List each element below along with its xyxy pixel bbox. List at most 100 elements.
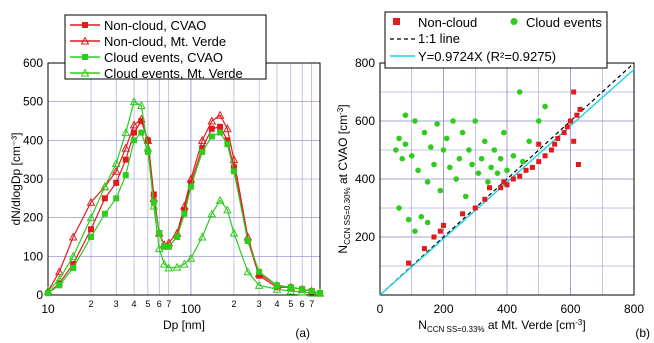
panel-a-data-point xyxy=(149,201,159,210)
panel-a-data-point xyxy=(143,143,153,152)
panel-b-data-point xyxy=(482,196,488,202)
panel-a-data-point xyxy=(156,230,163,237)
panel-b-data-point xyxy=(523,167,529,173)
panel-b-data-point xyxy=(440,147,447,153)
panel-b-y-tick-label: 800 xyxy=(355,56,375,70)
panel-a-x-minor-tick-label: 3 xyxy=(257,299,262,309)
panel-b-legend-swatch xyxy=(510,18,518,25)
panel-b-data-point xyxy=(402,112,409,118)
panel-a-x-tick-label: 100 xyxy=(181,302,201,316)
panel-a-data-point xyxy=(122,156,129,163)
panel-a-data-point xyxy=(223,124,232,133)
panel-b-label: (b) xyxy=(635,326,650,340)
panel-b-grid xyxy=(380,63,634,295)
panel-a-data-point xyxy=(43,286,53,295)
panel-b-y-tick-labels: 200 400 600 800 xyxy=(355,56,375,244)
panel-b-data-point xyxy=(434,121,440,127)
panel-b-data-point xyxy=(510,176,516,182)
panel-b-data-point xyxy=(542,103,548,110)
panel-b-y-tick-label: 200 xyxy=(355,230,375,244)
panel-a-data-point xyxy=(111,166,121,175)
panel-b-data-point xyxy=(568,118,573,124)
panel-b-y-tick-label: 400 xyxy=(355,172,375,186)
panel-a-data-point xyxy=(208,133,215,140)
panel-b-legend-swatch xyxy=(393,18,400,25)
panel-a-y-tick-label: 500 xyxy=(23,95,43,109)
panel-b-x-tick-label: 400 xyxy=(497,302,517,316)
panel-b-data-point xyxy=(396,135,402,142)
panel-a-data-point xyxy=(181,206,188,213)
panel-b-data-point xyxy=(485,179,491,185)
panel-a-data-point xyxy=(129,97,139,106)
panel-b-data-point xyxy=(466,147,472,153)
panel-a-data-point xyxy=(113,195,120,202)
panel-b-data-point xyxy=(504,167,510,174)
panel-b-y-axis-label: NCCN SS=0.30% at CVAO [cm-3] xyxy=(336,104,352,253)
panel-a-y-tick-label: 600 xyxy=(23,56,43,70)
panel-a-data-point xyxy=(244,237,251,244)
panel-b-data-point xyxy=(555,135,561,141)
panel-a-data-point xyxy=(215,195,225,204)
panel-a-data-point xyxy=(88,234,95,240)
panel-b-series-1 xyxy=(393,89,548,234)
panel-b-data-point xyxy=(504,182,510,188)
panel-b-data-point xyxy=(526,138,533,145)
panel-a-series-1 xyxy=(43,110,325,297)
panel-b-fit-lines xyxy=(379,62,635,296)
panel-a-series-line xyxy=(47,100,320,294)
panel-a-x-axis-label: Dp [nm] xyxy=(163,318,205,332)
panel-b-data-point xyxy=(393,147,399,153)
panel-b-y-tick-label: 600 xyxy=(355,114,375,128)
panel-a-data-point xyxy=(315,288,325,297)
panel-a-data-point xyxy=(197,135,207,144)
panel-a-data-point xyxy=(308,288,315,295)
panel-a-data-point xyxy=(138,129,145,136)
panel-a-y-axis-label: dN/dlogDp [cm⁻³] xyxy=(9,132,23,225)
panel-a-x-minor-tick-label: 2 xyxy=(231,299,236,309)
panel-b-data-point xyxy=(459,129,466,136)
panel-a-data-point xyxy=(111,158,121,168)
panel-b-legend-label: Cloud events xyxy=(526,15,602,30)
panel-a-x-minor-tick-label: 6 xyxy=(157,299,162,309)
panel-a-data-point xyxy=(208,125,215,132)
panel-a-legend-label: Cloud events, CVAO xyxy=(104,50,223,65)
panel-b-data-point xyxy=(472,118,479,124)
panel-b-data-point xyxy=(418,213,425,220)
panel-a-x-minor-tick-label: 6 xyxy=(300,299,305,309)
panel-a-data-point xyxy=(88,226,95,233)
panel-b-data-point xyxy=(421,129,428,136)
panel-b-legend-label: 1:1 line xyxy=(418,31,460,46)
panel-b-x-tick-label: 200 xyxy=(433,302,453,316)
panel-a-data-point xyxy=(229,228,239,237)
panel-b-data-point xyxy=(412,118,418,124)
panel-a-x-minor-tick-label: 5 xyxy=(288,299,293,309)
panel-a-x-minor-tick-label: 4 xyxy=(132,299,137,309)
panel-a-data-point xyxy=(70,264,77,271)
panel-a-legend-swatch-marker xyxy=(82,22,88,28)
panel-a-data-point xyxy=(172,262,182,271)
panel-a-data-point xyxy=(174,234,181,240)
panel-b-data-point xyxy=(405,216,412,223)
panel-a-label: (a) xyxy=(295,326,310,340)
panel-b-data-point xyxy=(574,112,580,118)
panel-b-data-point xyxy=(441,222,446,228)
panel-b-legend-label: Non-cloud xyxy=(418,15,477,30)
panel-b-data-point xyxy=(510,153,517,159)
panel-a-data-point xyxy=(101,210,108,217)
panel-a-legend-label: Non-cloud, CVAO xyxy=(104,18,206,33)
panel-b-data-point xyxy=(415,167,421,174)
panel-b-data-point xyxy=(498,185,504,191)
panel-a-data-point xyxy=(100,182,110,191)
panel-a-data-point xyxy=(256,268,263,275)
panel-a-data-point xyxy=(217,129,224,136)
panel-a-grid xyxy=(47,62,321,296)
panel-a-data-point xyxy=(137,100,146,110)
panel-b-legend-label: Y=0.9724X (R²=0.9275) xyxy=(418,49,556,64)
panel-a-data-point xyxy=(113,179,120,186)
panel-b-data-point xyxy=(428,144,434,150)
panel-a-data-point xyxy=(129,120,139,129)
panel-a-data-point xyxy=(159,259,169,268)
panel-b-data-point xyxy=(520,158,526,165)
panel-a-data-point xyxy=(187,183,194,190)
panel-b-data-point xyxy=(548,147,554,153)
